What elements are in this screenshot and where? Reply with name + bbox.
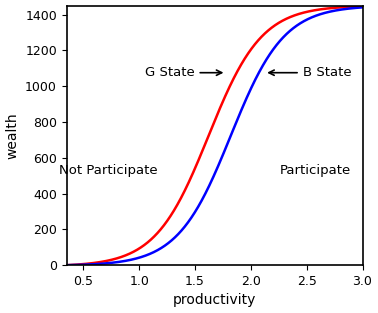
Text: G State: G State — [145, 66, 222, 79]
X-axis label: productivity: productivity — [173, 294, 256, 307]
Text: B State: B State — [269, 66, 351, 79]
Y-axis label: wealth: wealth — [6, 112, 20, 159]
Text: Participate: Participate — [280, 164, 351, 177]
Text: Not Participate: Not Participate — [59, 164, 157, 177]
